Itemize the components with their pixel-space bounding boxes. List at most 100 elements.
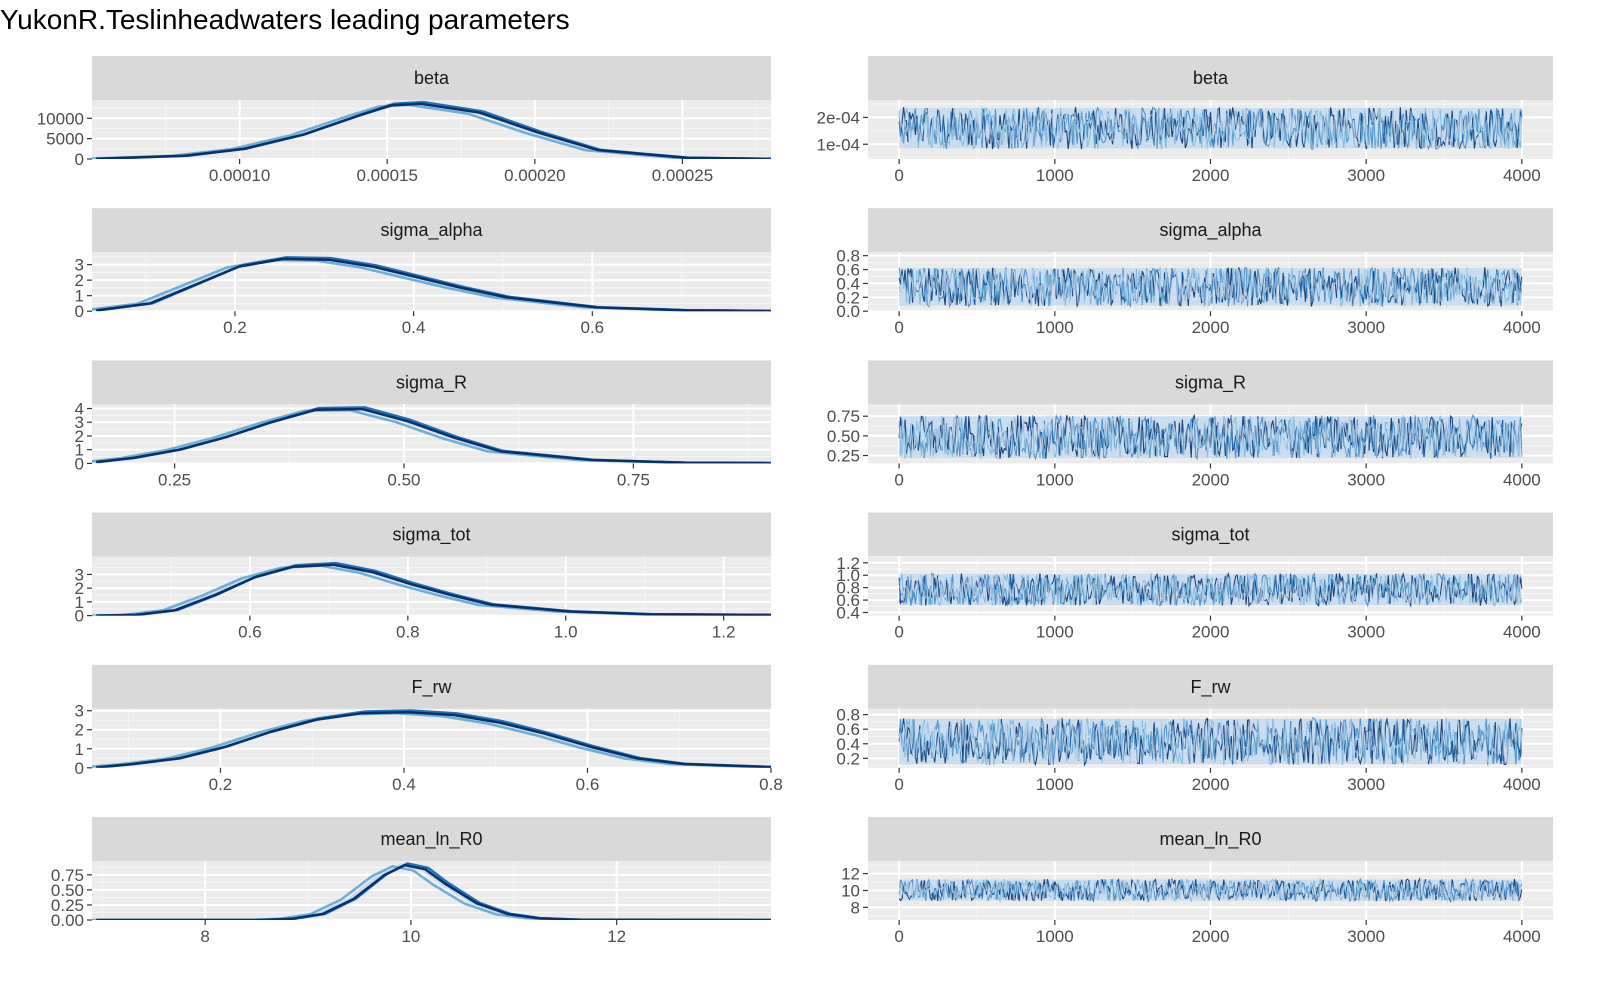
y-tick-label: 0.0 (836, 302, 860, 321)
facet-strip-sigma_alpha (868, 208, 1553, 253)
facet-strip-sigma_tot (92, 512, 771, 557)
x-tick-label: 0.6 (238, 623, 262, 642)
y-tick-label: 2 (75, 721, 84, 740)
facet-label-sigma_R: sigma_R (1175, 372, 1246, 393)
x-tick-label: 0.4 (392, 775, 416, 794)
x-tick-label: 1000 (1036, 775, 1074, 794)
y-tick-label: 0.25 (827, 447, 860, 466)
trace-line-sigma_alpha (898, 266, 1523, 309)
trace-line-sigma_R (898, 414, 1523, 460)
y-tick-label: 2 (75, 579, 84, 598)
trace-line-sigma_alpha (898, 266, 1522, 308)
facet-strip-beta (92, 56, 771, 100)
facet-label-F_rw: F_rw (412, 677, 453, 698)
x-tick-label: 2000 (1192, 166, 1230, 185)
x-tick-label: 4000 (1503, 623, 1541, 642)
x-tick-label: 0.6 (576, 775, 600, 794)
x-tick-label: 0 (894, 623, 903, 642)
facet-label-beta: beta (1193, 68, 1229, 88)
density-curve-sigma_tot (96, 563, 771, 616)
density-curve-beta (96, 102, 771, 159)
facet-strip-F_rw (868, 664, 1553, 709)
y-tick-label: 12 (841, 865, 860, 884)
facet-label-mean_ln_R0: mean_ln_R0 (1159, 829, 1261, 850)
panel-bg-F_rw (92, 708, 771, 768)
panel-bg-sigma_tot (92, 556, 771, 616)
y-tick-label: 0.6 (836, 720, 860, 739)
x-tick-label: 1000 (1036, 470, 1074, 489)
facet-label-mean_ln_R0: mean_ln_R0 (380, 829, 482, 850)
y-tick-label: 3 (75, 413, 84, 432)
density-curve-F_rw (95, 710, 771, 768)
y-tick-label: 0.6 (836, 591, 860, 610)
chart-title: YukonR.Teslinheadwaters leading paramete… (0, 4, 570, 35)
trace-line-sigma_tot (898, 572, 1523, 608)
y-tick-label: 4 (75, 400, 84, 419)
x-tick-label: 0.2 (209, 775, 233, 794)
x-tick-label: 8 (200, 927, 209, 946)
y-tick-label: 3 (75, 702, 84, 721)
facet-strip-sigma_R (92, 360, 771, 405)
x-tick-label: 2000 (1192, 318, 1230, 337)
y-tick-label: 0.25 (51, 896, 84, 915)
y-tick-label: 5000 (46, 130, 84, 149)
y-tick-label: 0.6 (836, 261, 860, 280)
y-tick-label: 0.75 (827, 407, 860, 426)
x-tick-label: 3000 (1347, 775, 1385, 794)
y-tick-label: 0.50 (827, 427, 860, 446)
x-tick-label: 4000 (1503, 927, 1541, 946)
x-tick-label: 2000 (1192, 775, 1230, 794)
x-tick-label: 1.2 (712, 623, 736, 642)
y-tick-label: 0 (75, 759, 84, 778)
y-tick-label: 1.2 (836, 554, 860, 573)
trace-line-beta (898, 107, 1523, 150)
facet-strip-mean_ln_R0 (868, 817, 1553, 861)
x-tick-label: 1000 (1036, 166, 1074, 185)
x-tick-label: 0.8 (396, 623, 420, 642)
x-tick-label: 0 (894, 775, 903, 794)
x-tick-label: 0 (894, 318, 903, 337)
x-tick-label: 3000 (1347, 927, 1385, 946)
x-tick-label: 2000 (1192, 470, 1230, 489)
density-curve-sigma_alpha (92, 258, 763, 312)
x-tick-label: 10 (401, 927, 420, 946)
y-tick-label: 0 (75, 302, 84, 321)
y-tick-label: 1 (75, 287, 84, 306)
trace-line-F_rw (898, 717, 1523, 766)
x-tick-label: 0.00015 (356, 166, 417, 185)
y-tick-label: 10 (841, 882, 860, 901)
facet-strip-F_rw (92, 664, 771, 709)
x-tick-label: 0.00010 (209, 166, 270, 185)
x-tick-label: 3000 (1347, 318, 1385, 337)
y-tick-label: 0.4 (836, 603, 860, 622)
density-curve-mean_ln_R0 (96, 863, 771, 920)
y-tick-label: 0.50 (51, 881, 84, 900)
trace-line-mean_ln_R0 (898, 877, 1523, 904)
facet-label-F_rw: F_rw (1191, 677, 1232, 698)
x-tick-label: 4000 (1503, 775, 1541, 794)
trace-line-mean_ln_R0 (898, 877, 1523, 903)
facet-label-sigma_alpha: sigma_alpha (1159, 220, 1262, 241)
x-tick-label: 0.25 (158, 470, 191, 489)
facet-label-beta: beta (414, 68, 450, 88)
y-tick-label: 0 (75, 150, 84, 169)
y-tick-label: 0.2 (836, 288, 860, 307)
y-tick-label: 2e-04 (817, 108, 860, 127)
x-tick-label: 0 (894, 166, 903, 185)
x-tick-label: 1000 (1036, 623, 1074, 642)
facet-strip-sigma_R (868, 360, 1553, 405)
y-tick-label: 0.4 (836, 274, 860, 293)
y-tick-label: 0.4 (836, 735, 860, 754)
x-tick-label: 0.6 (580, 318, 604, 337)
facet-label-sigma_alpha: sigma_alpha (380, 220, 483, 241)
x-tick-label: 2000 (1192, 623, 1230, 642)
x-tick-label: 12 (607, 927, 626, 946)
x-tick-label: 0.00020 (504, 166, 565, 185)
y-tick-label: 0 (75, 454, 84, 473)
y-tick-label: 1 (75, 740, 84, 759)
y-tick-label: 8 (851, 898, 860, 917)
facet-label-sigma_tot: sigma_tot (1171, 525, 1249, 546)
x-tick-label: 3000 (1347, 623, 1385, 642)
